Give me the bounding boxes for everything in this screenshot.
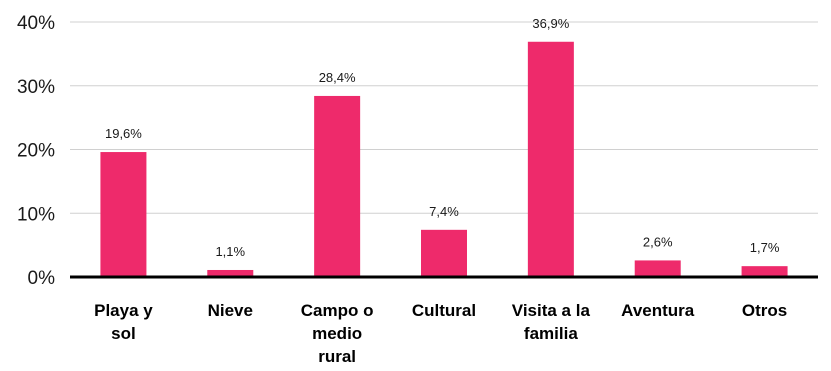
- category-label: Otros: [742, 301, 787, 320]
- category-label: Aventura: [621, 301, 695, 320]
- category-label: Playa y sol: [94, 301, 153, 343]
- data-labels: 19,6% 1,1% 28,4% 7,4% 36,9% 2,6% 1,7%: [105, 16, 780, 259]
- data-label: 19,6%: [105, 126, 142, 141]
- category-label-line: medio: [312, 324, 362, 343]
- category-label-line: Playa y: [94, 301, 153, 320]
- y-axis-ticks: 0% 10% 20% 30% 40%: [17, 13, 55, 289]
- category-label-line: Cultural: [412, 301, 476, 320]
- category-label: Visita a la familia: [512, 301, 591, 343]
- y-tick-label: 10%: [17, 204, 55, 225]
- data-label: 1,7%: [750, 240, 780, 255]
- bar: [741, 266, 788, 277]
- category-label: Campo o medio rural: [301, 301, 374, 366]
- data-label: 36,9%: [532, 16, 569, 31]
- bar: [207, 269, 254, 277]
- y-tick-label: 40%: [17, 13, 55, 34]
- bar: [634, 260, 681, 277]
- bar: [421, 229, 467, 277]
- category-label-line: rural: [318, 347, 356, 366]
- category-label-line: Nieve: [208, 301, 253, 320]
- category-label-line: familia: [524, 324, 578, 343]
- gridlines: [70, 21, 818, 214]
- y-tick-label: 30%: [17, 77, 55, 98]
- category-label-line: Visita a la: [512, 301, 591, 320]
- category-label: Cultural: [412, 301, 476, 320]
- category-label-line: Aventura: [621, 301, 695, 320]
- category-label: Nieve: [208, 301, 253, 320]
- category-label-line: Otros: [742, 301, 787, 320]
- x-axis-categories: Playa y sol Nieve Campo o medio rural Cultural…: [94, 301, 787, 366]
- bar: [314, 95, 361, 277]
- data-label: 2,6%: [643, 234, 673, 249]
- bars: [100, 41, 788, 278]
- bar: [527, 41, 574, 278]
- data-label: 1,1%: [215, 244, 245, 259]
- y-tick-label: 0%: [28, 268, 56, 289]
- data-label: 28,4%: [319, 70, 356, 85]
- data-label: 7,4%: [429, 204, 459, 219]
- category-label-line: Campo o: [301, 301, 374, 320]
- category-label-line: sol: [111, 324, 136, 343]
- y-tick-label: 20%: [17, 141, 55, 162]
- bar: [100, 152, 147, 277]
